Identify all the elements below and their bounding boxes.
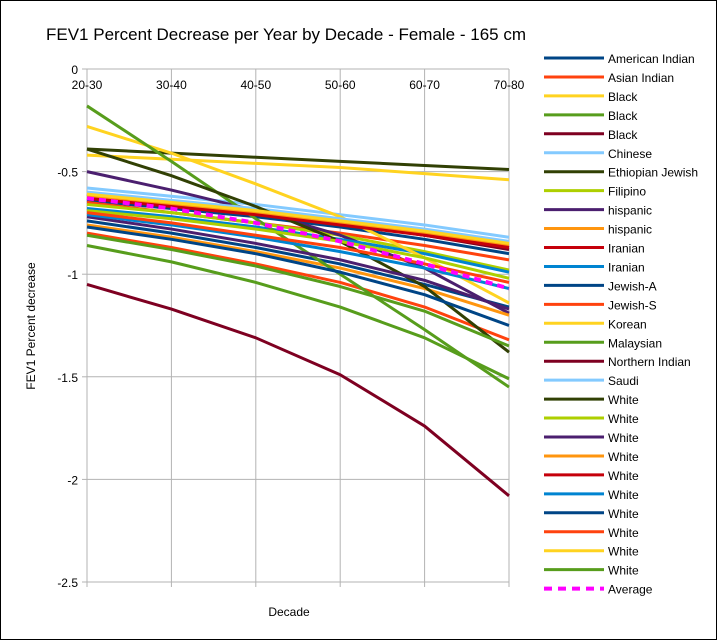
series-line-hispanic	[86, 223, 510, 317]
legend-label: hispanic	[608, 204, 652, 218]
legend-label: Saudi	[608, 374, 639, 388]
series-line-white	[86, 225, 510, 327]
y-tick-label: -1.5	[57, 371, 78, 385]
legend-label: White	[608, 469, 639, 483]
legend: American Indian Asian Indian Black Black Bla…	[544, 52, 698, 597]
series-line-jewish-s	[86, 231, 510, 342]
axes: 0 -0.5 -1 -1.5 -2 -2.5 20-30 30-40 40-50 50-60 60-…	[57, 63, 524, 590]
legend-label: Jewish-S	[608, 298, 657, 312]
y-axis-label: FEV1 Percent decrease	[24, 262, 38, 390]
legend-label: Korean	[608, 317, 647, 331]
legend-label: hispanic	[608, 223, 652, 237]
series-line-white	[86, 209, 510, 280]
x-tick-label: 50-60	[325, 78, 356, 92]
series-line-northern-indian	[86, 283, 510, 497]
x-tick-label: 40-50	[240, 78, 271, 92]
legend-label: Iranian	[608, 242, 645, 256]
legend-label: White	[608, 431, 639, 445]
series-line-white	[86, 196, 510, 250]
y-tick-label: 0	[71, 63, 78, 77]
legend-label: White	[608, 450, 639, 464]
series-line-jewish-a	[86, 219, 510, 309]
y-tick-label: -2	[67, 473, 78, 487]
series-line-white	[86, 211, 510, 284]
legend-label: Black	[608, 90, 638, 104]
legend-label: Jewish-A	[608, 279, 657, 293]
legend-label: Average	[608, 583, 653, 597]
series-line-black	[86, 153, 510, 182]
series-line-saudi	[86, 190, 510, 243]
legend-label: Chinese	[608, 147, 652, 161]
y-tick-label: -2.5	[57, 576, 78, 590]
legend-label: Asian Indian	[608, 71, 674, 85]
grid	[82, 68, 510, 587]
legend-label: White	[608, 393, 639, 407]
series-line-white	[86, 215, 510, 311]
x-axis-label: Decade	[268, 605, 310, 619]
series-line-malaysian	[86, 104, 510, 389]
x-tick-label: 60-70	[409, 78, 440, 92]
legend-label: Black	[608, 109, 638, 123]
x-tick-label: 20-30	[72, 78, 103, 92]
series-line-korean	[86, 125, 510, 305]
legend-label: Malaysian	[608, 336, 662, 350]
y-tick-label: -0.5	[57, 166, 78, 180]
legend-label: Filipino	[608, 185, 646, 199]
legend-label: White	[608, 507, 639, 521]
series-line-white	[86, 213, 510, 291]
legend-label: White	[608, 545, 639, 559]
series-lines	[86, 104, 510, 497]
x-tick-label: 30-40	[156, 78, 187, 92]
y-tick-label: -1	[67, 268, 78, 282]
series-line-filipino	[86, 202, 510, 272]
chart-title: FEV1 Percent Decrease per Year by Decade…	[46, 25, 526, 44]
legend-label: Black	[608, 128, 638, 142]
legend-label: White	[608, 564, 639, 578]
legend-label: Ethiopian Jewish	[608, 166, 698, 180]
legend-label: Northern Indian	[608, 355, 691, 369]
legend-label: White	[608, 488, 639, 502]
series-line-white	[86, 233, 510, 348]
series-line-white	[86, 194, 510, 247]
legend-label: White	[608, 412, 639, 426]
series-line-chinese	[86, 186, 510, 239]
series-line-white	[86, 147, 510, 354]
legend-label: American Indian	[608, 52, 695, 66]
x-tick-label: 70-80	[494, 78, 525, 92]
series-line-black	[86, 243, 510, 381]
legend-label: White	[608, 526, 639, 540]
legend-label: Iranian	[608, 260, 645, 274]
series-line-white	[86, 192, 510, 245]
series-line-iranian	[86, 207, 510, 274]
